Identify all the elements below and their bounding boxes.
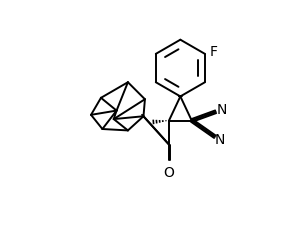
Text: N: N	[216, 103, 227, 117]
Text: N: N	[215, 133, 225, 147]
Text: O: O	[164, 166, 174, 180]
Text: F: F	[210, 46, 218, 60]
